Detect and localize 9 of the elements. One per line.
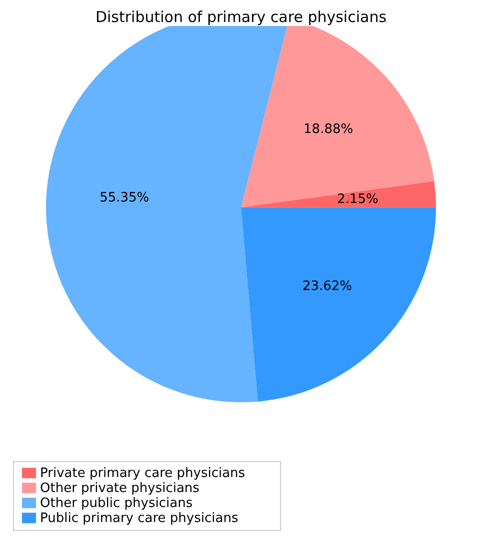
data-label: 55.35%	[100, 190, 150, 206]
legend-label: Other private physicians	[40, 481, 200, 496]
legend-label: Other public physicians	[40, 496, 193, 511]
data-label: 2.15%	[337, 192, 378, 207]
legend-label: Private primary care physicians	[40, 466, 246, 481]
legend-label: Public primary care physicians	[40, 511, 238, 526]
data-label: 23.62%	[302, 278, 352, 294]
data-label: 18.88%	[304, 122, 354, 137]
chart-title: Distribution of primary care physicians	[94, 8, 388, 26]
